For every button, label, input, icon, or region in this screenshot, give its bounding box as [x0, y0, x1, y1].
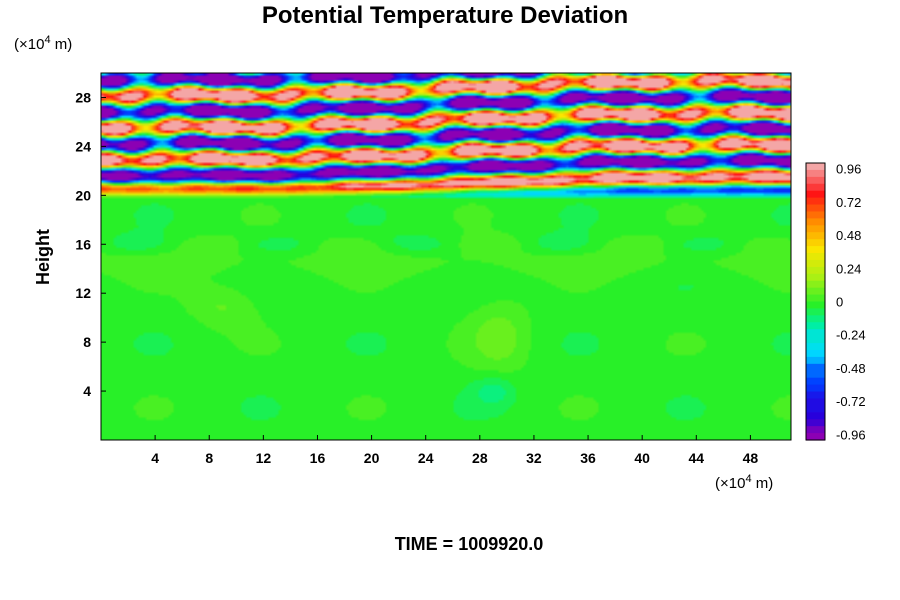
- colorbar-band: [806, 301, 825, 310]
- colorbar-label: -0.48: [836, 361, 866, 376]
- x-tick-label: 16: [310, 450, 326, 466]
- colorbar-band: [806, 412, 825, 420]
- y-tick-label: 16: [75, 236, 91, 252]
- colorbar-band: [806, 280, 825, 289]
- x-tick-label: 12: [256, 450, 272, 466]
- colorbar-band: [806, 259, 825, 268]
- colorbar-band: [806, 363, 825, 372]
- y-tick-label: 28: [75, 89, 91, 105]
- plot-frame: [100, 72, 792, 441]
- colorbar-band: [806, 315, 825, 323]
- colorbar-band: [806, 266, 825, 275]
- x-tick-label: 28: [472, 450, 488, 466]
- colorbar-band: [806, 239, 825, 247]
- time-footer: TIME = 1009920.0: [395, 534, 544, 554]
- y-unit-base: (×10: [14, 36, 44, 53]
- y-axis-ticks: 4 8 12 16 20 24 28: [75, 89, 106, 399]
- colorbar-band: [806, 273, 825, 282]
- colorbar-band: [806, 183, 825, 192]
- colorbar-band: [806, 190, 825, 199]
- colorbar-band: [806, 419, 825, 427]
- colorbar-bands: [806, 163, 825, 441]
- colorbar-label: 0: [836, 295, 843, 310]
- x-tick-label: 40: [634, 450, 650, 466]
- chart-title: Potential Temperature Deviation: [262, 2, 628, 29]
- x-tick-label: 36: [580, 450, 596, 466]
- colorbar-band: [806, 356, 825, 365]
- colorbar-band: [806, 398, 825, 406]
- colorbar-band: [806, 433, 825, 441]
- x-tick-label: 44: [689, 450, 705, 466]
- colorbar-label: -0.96: [836, 427, 866, 442]
- colorbar-label: -0.72: [836, 394, 866, 409]
- colorbar-band: [806, 294, 825, 303]
- colorbar-band: [806, 232, 825, 240]
- colorbar-labels: 0.96 0.72 0.48 0.24 0 -0.24 -0.48 -0.72 -0.96: [836, 162, 866, 443]
- x-tick-label: 20: [364, 450, 380, 466]
- colorbar-label: 0.72: [836, 195, 861, 210]
- x-tick-label: 48: [743, 450, 759, 466]
- x-tick-label: 24: [418, 450, 434, 466]
- heatmap-plot-area: [100, 72, 792, 441]
- y-unit-exponent: 4: [44, 34, 50, 46]
- colorbar-band: [806, 336, 825, 344]
- x-tick-label: 8: [205, 450, 213, 466]
- y-unit-tail: m): [51, 36, 73, 53]
- colorbar-label: 0.48: [836, 228, 861, 243]
- x-tick-label: 4: [151, 450, 159, 466]
- colorbar-label: -0.24: [836, 328, 866, 343]
- colorbar-band: [806, 343, 825, 351]
- colorbar-band: [806, 246, 825, 254]
- colorbar-band: [806, 211, 825, 219]
- y-unit-label: (×104 m): [14, 34, 72, 53]
- colorbar-band: [806, 197, 825, 206]
- colorbar-band: [806, 163, 825, 171]
- colorbar-band: [806, 253, 825, 261]
- x-unit-label: (×104 m): [715, 473, 773, 492]
- x-unit-base: (×10: [715, 475, 745, 492]
- colorbar-frame: [805, 162, 826, 441]
- colorbar-band: [806, 329, 825, 337]
- y-tick-label: 20: [75, 187, 91, 203]
- x-axis-ticks: 4 8 12 16 20 24 28 32 36 40 44 48: [151, 435, 758, 466]
- y-tick-label: 4: [83, 383, 91, 399]
- colorbar-band: [806, 405, 825, 413]
- colorbar-band: [806, 287, 825, 296]
- colorbar-label: 0.24: [836, 261, 861, 276]
- heatmap-field: [101, 73, 791, 440]
- colorbar-label: 0.96: [836, 162, 861, 177]
- colorbar: 0.96 0.72 0.48 0.24 0 -0.24 -0.48 -0.72 -0.96: [805, 162, 866, 443]
- colorbar-band: [806, 349, 825, 358]
- colorbar-band: [806, 426, 825, 434]
- colorbar-band: [806, 169, 825, 178]
- x-unit-tail: m): [752, 475, 774, 492]
- colorbar-band: [806, 391, 825, 400]
- colorbar-band: [806, 308, 825, 316]
- colorbar-band: [806, 370, 825, 379]
- colorbar-band: [806, 204, 825, 213]
- colorbar-band: [806, 225, 825, 233]
- y-tick-label: 12: [75, 285, 91, 301]
- y-tick-label: 24: [75, 138, 91, 154]
- x-unit-exponent: 4: [745, 473, 751, 485]
- colorbar-band: [806, 218, 825, 226]
- colorbar-band: [806, 176, 825, 185]
- x-tick-label: 32: [526, 450, 542, 466]
- y-axis-label: Height: [33, 229, 53, 285]
- y-tick-label: 8: [83, 334, 91, 350]
- colorbar-band: [806, 377, 825, 386]
- colorbar-band: [806, 384, 825, 393]
- colorbar-band: [806, 322, 825, 330]
